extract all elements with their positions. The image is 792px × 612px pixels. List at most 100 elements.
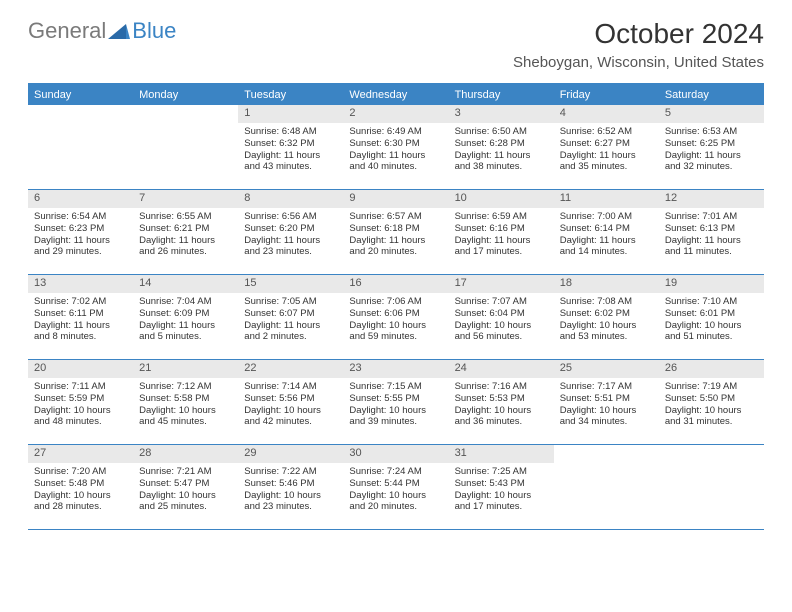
day-cell: 7Sunrise: 6:55 AMSunset: 6:21 PMDaylight…: [133, 190, 238, 274]
sunset-text: Sunset: 6:25 PM: [665, 138, 758, 150]
day-body: Sunrise: 6:57 AMSunset: 6:18 PMDaylight:…: [343, 208, 448, 263]
sunset-text: Sunset: 5:59 PM: [34, 393, 127, 405]
day-number: 5: [659, 105, 764, 123]
day-cell: 25Sunrise: 7:17 AMSunset: 5:51 PMDayligh…: [554, 360, 659, 444]
sunrise-text: Sunrise: 6:57 AM: [349, 211, 442, 223]
daylight-text: Daylight: 10 hours and 20 minutes.: [349, 490, 442, 514]
calendar: SundayMondayTuesdayWednesdayThursdayFrid…: [28, 83, 764, 530]
daylight-text: Daylight: 10 hours and 53 minutes.: [560, 320, 653, 344]
day-body: Sunrise: 7:06 AMSunset: 6:06 PMDaylight:…: [343, 293, 448, 348]
day-cell: 15Sunrise: 7:05 AMSunset: 6:07 PMDayligh…: [238, 275, 343, 359]
sunrise-text: Sunrise: 7:15 AM: [349, 381, 442, 393]
day-body: Sunrise: 7:02 AMSunset: 6:11 PMDaylight:…: [28, 293, 133, 348]
day-number: 21: [133, 360, 238, 378]
daylight-text: Daylight: 11 hours and 32 minutes.: [665, 150, 758, 174]
header: General Blue October 2024 Sheboygan, Wis…: [0, 0, 792, 75]
day-cell: 21Sunrise: 7:12 AMSunset: 5:58 PMDayligh…: [133, 360, 238, 444]
day-cell: 12Sunrise: 7:01 AMSunset: 6:13 PMDayligh…: [659, 190, 764, 274]
day-cell: 17Sunrise: 7:07 AMSunset: 6:04 PMDayligh…: [449, 275, 554, 359]
day-body: Sunrise: 6:52 AMSunset: 6:27 PMDaylight:…: [554, 123, 659, 178]
week-row: 1Sunrise: 6:48 AMSunset: 6:32 PMDaylight…: [28, 105, 764, 190]
sunset-text: Sunset: 6:13 PM: [665, 223, 758, 235]
day-number: 9: [343, 190, 448, 208]
day-number: 6: [28, 190, 133, 208]
sunrise-text: Sunrise: 6:49 AM: [349, 126, 442, 138]
day-body: Sunrise: 7:12 AMSunset: 5:58 PMDaylight:…: [133, 378, 238, 433]
sunset-text: Sunset: 5:53 PM: [455, 393, 548, 405]
daylight-text: Daylight: 10 hours and 34 minutes.: [560, 405, 653, 429]
day-of-week-header: Saturday: [659, 85, 764, 105]
day-cell: 9Sunrise: 6:57 AMSunset: 6:18 PMDaylight…: [343, 190, 448, 274]
day-cell: 8Sunrise: 6:56 AMSunset: 6:20 PMDaylight…: [238, 190, 343, 274]
day-of-week-header: Sunday: [28, 85, 133, 105]
day-body: Sunrise: 7:14 AMSunset: 5:56 PMDaylight:…: [238, 378, 343, 433]
day-cell: 10Sunrise: 6:59 AMSunset: 6:16 PMDayligh…: [449, 190, 554, 274]
day-cell: 28Sunrise: 7:21 AMSunset: 5:47 PMDayligh…: [133, 445, 238, 529]
sunrise-text: Sunrise: 7:05 AM: [244, 296, 337, 308]
day-body: Sunrise: 6:49 AMSunset: 6:30 PMDaylight:…: [343, 123, 448, 178]
day-number: 18: [554, 275, 659, 293]
day-number: 1: [238, 105, 343, 123]
week-row: 13Sunrise: 7:02 AMSunset: 6:11 PMDayligh…: [28, 275, 764, 360]
sunrise-text: Sunrise: 7:14 AM: [244, 381, 337, 393]
sunrise-text: Sunrise: 7:25 AM: [455, 466, 548, 478]
day-number: 26: [659, 360, 764, 378]
logo: General Blue: [28, 18, 176, 44]
daylight-text: Daylight: 11 hours and 2 minutes.: [244, 320, 337, 344]
day-body: Sunrise: 7:21 AMSunset: 5:47 PMDaylight:…: [133, 463, 238, 518]
sunset-text: Sunset: 5:55 PM: [349, 393, 442, 405]
daylight-text: Daylight: 11 hours and 20 minutes.: [349, 235, 442, 259]
sunset-text: Sunset: 5:43 PM: [455, 478, 548, 490]
day-of-week-header: Wednesday: [343, 85, 448, 105]
day-number: 27: [28, 445, 133, 463]
day-cell: 14Sunrise: 7:04 AMSunset: 6:09 PMDayligh…: [133, 275, 238, 359]
daylight-text: Daylight: 11 hours and 23 minutes.: [244, 235, 337, 259]
sunset-text: Sunset: 6:14 PM: [560, 223, 653, 235]
day-body: Sunrise: 6:53 AMSunset: 6:25 PMDaylight:…: [659, 123, 764, 178]
days-of-week-row: SundayMondayTuesdayWednesdayThursdayFrid…: [28, 85, 764, 105]
day-cell: 18Sunrise: 7:08 AMSunset: 6:02 PMDayligh…: [554, 275, 659, 359]
daylight-text: Daylight: 11 hours and 38 minutes.: [455, 150, 548, 174]
daylight-text: Daylight: 11 hours and 43 minutes.: [244, 150, 337, 174]
week-row: 27Sunrise: 7:20 AMSunset: 5:48 PMDayligh…: [28, 445, 764, 530]
daylight-text: Daylight: 10 hours and 51 minutes.: [665, 320, 758, 344]
day-body: Sunrise: 7:15 AMSunset: 5:55 PMDaylight:…: [343, 378, 448, 433]
sunrise-text: Sunrise: 7:11 AM: [34, 381, 127, 393]
day-body: Sunrise: 7:24 AMSunset: 5:44 PMDaylight:…: [343, 463, 448, 518]
sunset-text: Sunset: 5:58 PM: [139, 393, 232, 405]
day-body: Sunrise: 6:55 AMSunset: 6:21 PMDaylight:…: [133, 208, 238, 263]
sunrise-text: Sunrise: 7:00 AM: [560, 211, 653, 223]
day-body: Sunrise: 7:25 AMSunset: 5:43 PMDaylight:…: [449, 463, 554, 518]
daylight-text: Daylight: 11 hours and 11 minutes.: [665, 235, 758, 259]
day-number: 19: [659, 275, 764, 293]
daylight-text: Daylight: 10 hours and 31 minutes.: [665, 405, 758, 429]
day-number: 4: [554, 105, 659, 123]
daylight-text: Daylight: 10 hours and 39 minutes.: [349, 405, 442, 429]
sunset-text: Sunset: 5:56 PM: [244, 393, 337, 405]
sunset-text: Sunset: 5:51 PM: [560, 393, 653, 405]
day-body: Sunrise: 7:17 AMSunset: 5:51 PMDaylight:…: [554, 378, 659, 433]
day-body: Sunrise: 7:05 AMSunset: 6:07 PMDaylight:…: [238, 293, 343, 348]
daylight-text: Daylight: 11 hours and 35 minutes.: [560, 150, 653, 174]
sunrise-text: Sunrise: 7:04 AM: [139, 296, 232, 308]
day-cell: 4Sunrise: 6:52 AMSunset: 6:27 PMDaylight…: [554, 105, 659, 189]
month-title: October 2024: [513, 18, 764, 50]
sunset-text: Sunset: 6:06 PM: [349, 308, 442, 320]
day-body: Sunrise: 6:56 AMSunset: 6:20 PMDaylight:…: [238, 208, 343, 263]
sunrise-text: Sunrise: 7:20 AM: [34, 466, 127, 478]
day-number: 25: [554, 360, 659, 378]
daylight-text: Daylight: 11 hours and 17 minutes.: [455, 235, 548, 259]
day-cell: 19Sunrise: 7:10 AMSunset: 6:01 PMDayligh…: [659, 275, 764, 359]
day-number: 20: [28, 360, 133, 378]
sunset-text: Sunset: 6:21 PM: [139, 223, 232, 235]
sunset-text: Sunset: 6:18 PM: [349, 223, 442, 235]
day-cell: 20Sunrise: 7:11 AMSunset: 5:59 PMDayligh…: [28, 360, 133, 444]
day-cell: [133, 105, 238, 189]
sunset-text: Sunset: 6:11 PM: [34, 308, 127, 320]
week-row: 6Sunrise: 6:54 AMSunset: 6:23 PMDaylight…: [28, 190, 764, 275]
day-body: Sunrise: 7:00 AMSunset: 6:14 PMDaylight:…: [554, 208, 659, 263]
day-number: 30: [343, 445, 448, 463]
day-body: Sunrise: 7:07 AMSunset: 6:04 PMDaylight:…: [449, 293, 554, 348]
day-cell: 23Sunrise: 7:15 AMSunset: 5:55 PMDayligh…: [343, 360, 448, 444]
sunset-text: Sunset: 6:01 PM: [665, 308, 758, 320]
